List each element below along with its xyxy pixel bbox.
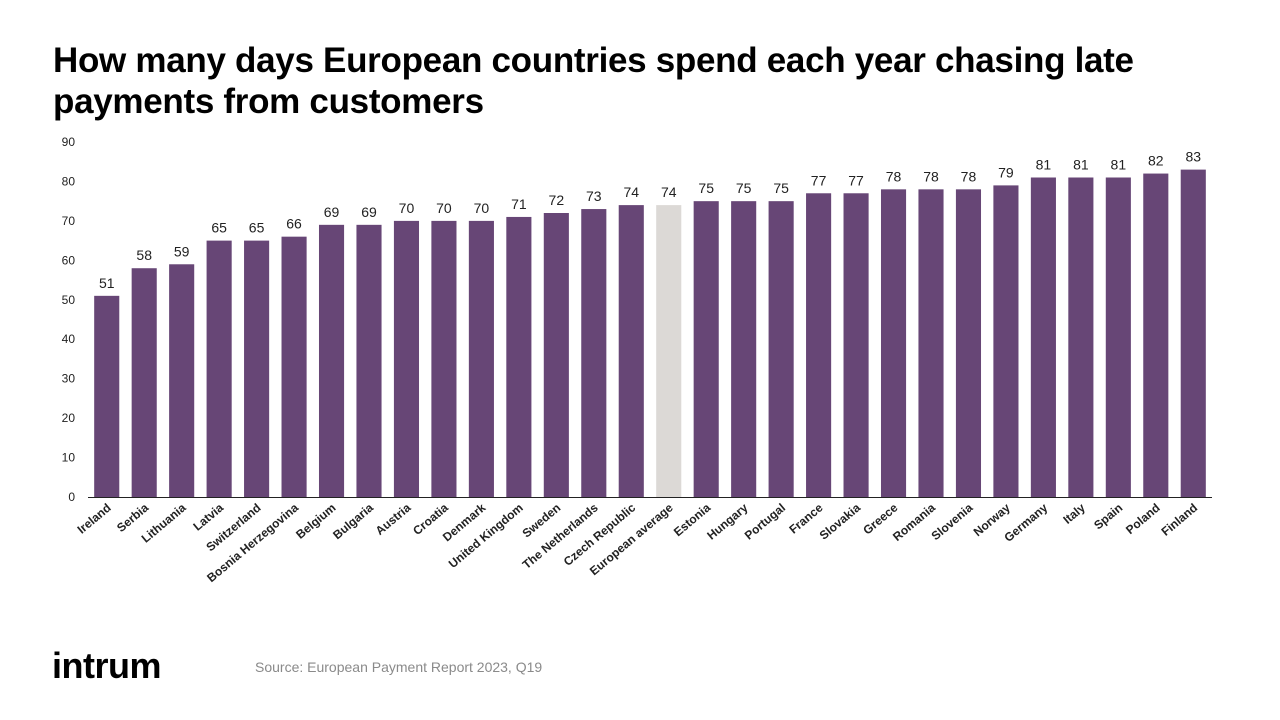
- y-tick-label: 60: [62, 253, 76, 267]
- x-tick-label: Hungary: [704, 500, 751, 542]
- bar-value-label: 65: [249, 220, 265, 236]
- source-note: Source: European Payment Report 2023, Q1…: [255, 659, 543, 675]
- bar-value-label: 75: [736, 180, 752, 196]
- bar: [1180, 169, 1206, 497]
- y-tick-label: 80: [62, 174, 76, 188]
- bar-value-label: 77: [811, 172, 827, 188]
- y-tick-label: 10: [62, 451, 76, 465]
- bar: [506, 216, 532, 497]
- bar-value-label: 58: [136, 247, 152, 263]
- bar-value-label: 65: [211, 220, 227, 236]
- bar: [131, 268, 157, 497]
- bar: [693, 201, 719, 497]
- bar: [993, 185, 1019, 497]
- bar-value-label: 69: [324, 204, 340, 220]
- bar-value-label: 66: [286, 216, 302, 232]
- bar-value-label: 73: [586, 188, 602, 204]
- bar-value-label: 82: [1148, 153, 1164, 169]
- y-tick-label: 90: [62, 135, 76, 149]
- y-tick-label: 70: [62, 214, 76, 228]
- x-tick-label: Spain: [1091, 501, 1125, 533]
- bar-value-label: 71: [511, 196, 527, 212]
- value-labels-group: 51 58 59 65 65 66 69 69 70 70 70 71 72 73 74 74 75 75 75 77…: [99, 149, 1201, 291]
- bar: [431, 220, 457, 497]
- x-tick-label: Belgium: [293, 501, 338, 542]
- bar-value-label: 59: [174, 243, 190, 259]
- x-tick-label: Romania: [890, 500, 938, 544]
- bar: [656, 205, 682, 497]
- bar: [468, 220, 494, 497]
- y-tick-label: 0: [68, 490, 75, 504]
- bar-value-label: 78: [961, 168, 977, 184]
- bar-value-label: 79: [998, 164, 1014, 180]
- bar: [244, 240, 270, 497]
- bar: [206, 240, 232, 497]
- bar: [581, 209, 607, 498]
- bar: [1068, 177, 1094, 497]
- bar: [281, 236, 307, 497]
- bar-value-label: 78: [923, 168, 939, 184]
- bar-value-label: 75: [698, 180, 714, 196]
- bar: [880, 189, 907, 498]
- bar-value-label: 72: [549, 192, 565, 208]
- bar: [918, 189, 944, 498]
- bar-value-label: 70: [399, 200, 415, 216]
- y-tick-label: 50: [62, 293, 76, 307]
- bar: [955, 189, 982, 498]
- x-tick-label: Portugal: [742, 501, 788, 543]
- bar-value-label: 74: [661, 184, 677, 200]
- bar: [843, 193, 869, 497]
- bar-value-label: 81: [1111, 157, 1127, 173]
- bar: [543, 213, 569, 497]
- bar: [318, 224, 345, 498]
- bar: [94, 295, 120, 497]
- x-tick-label: Slovakia: [817, 500, 864, 542]
- bar: [169, 264, 195, 497]
- chart-title: How many days European countries spend e…: [53, 41, 1134, 121]
- bar-value-label: 77: [848, 172, 864, 188]
- x-tick-label: Italy: [1060, 500, 1088, 526]
- y-tick-label: 20: [62, 411, 76, 425]
- y-axis: 0 10 20 30 40 50 60 70 80 90: [62, 135, 76, 504]
- bar: [1143, 173, 1169, 498]
- bar: [618, 205, 644, 497]
- bar-value-label: 70: [436, 200, 452, 216]
- x-tick-label: Austria: [373, 500, 414, 538]
- x-tick-label: Finland: [1159, 501, 1201, 539]
- bar-value-label: 70: [474, 200, 490, 216]
- x-tick-label: Bulgaria: [330, 500, 376, 542]
- y-tick-label: 40: [62, 332, 76, 346]
- bar-value-label: 78: [886, 168, 902, 184]
- bar: [806, 193, 832, 497]
- bar: [356, 224, 382, 498]
- bar-value-label: 75: [773, 180, 789, 196]
- intrum-logo: intrum: [52, 645, 162, 686]
- bar-chart: 0 10 20 30 40 50 60 70 80 90 51 58 59 65 65 66 69 69 70 70…: [62, 135, 1212, 585]
- bar-value-label: 83: [1185, 149, 1201, 165]
- bar-value-label: 74: [623, 184, 639, 200]
- x-tick-label: Slovenia: [929, 500, 976, 543]
- bar: [393, 220, 420, 497]
- bars-group: [94, 169, 1206, 498]
- bar-value-label: 69: [361, 204, 377, 220]
- bar: [1030, 177, 1056, 497]
- x-tick-label: Ireland: [75, 501, 114, 537]
- bar-value-label: 51: [99, 275, 115, 291]
- bar-value-label: 81: [1073, 157, 1089, 173]
- bar: [1105, 177, 1131, 497]
- x-tick-label: Poland: [1123, 501, 1163, 537]
- y-tick-label: 30: [62, 372, 76, 386]
- bar-value-label: 81: [1036, 157, 1052, 173]
- bar: [731, 201, 757, 497]
- bar: [768, 201, 794, 497]
